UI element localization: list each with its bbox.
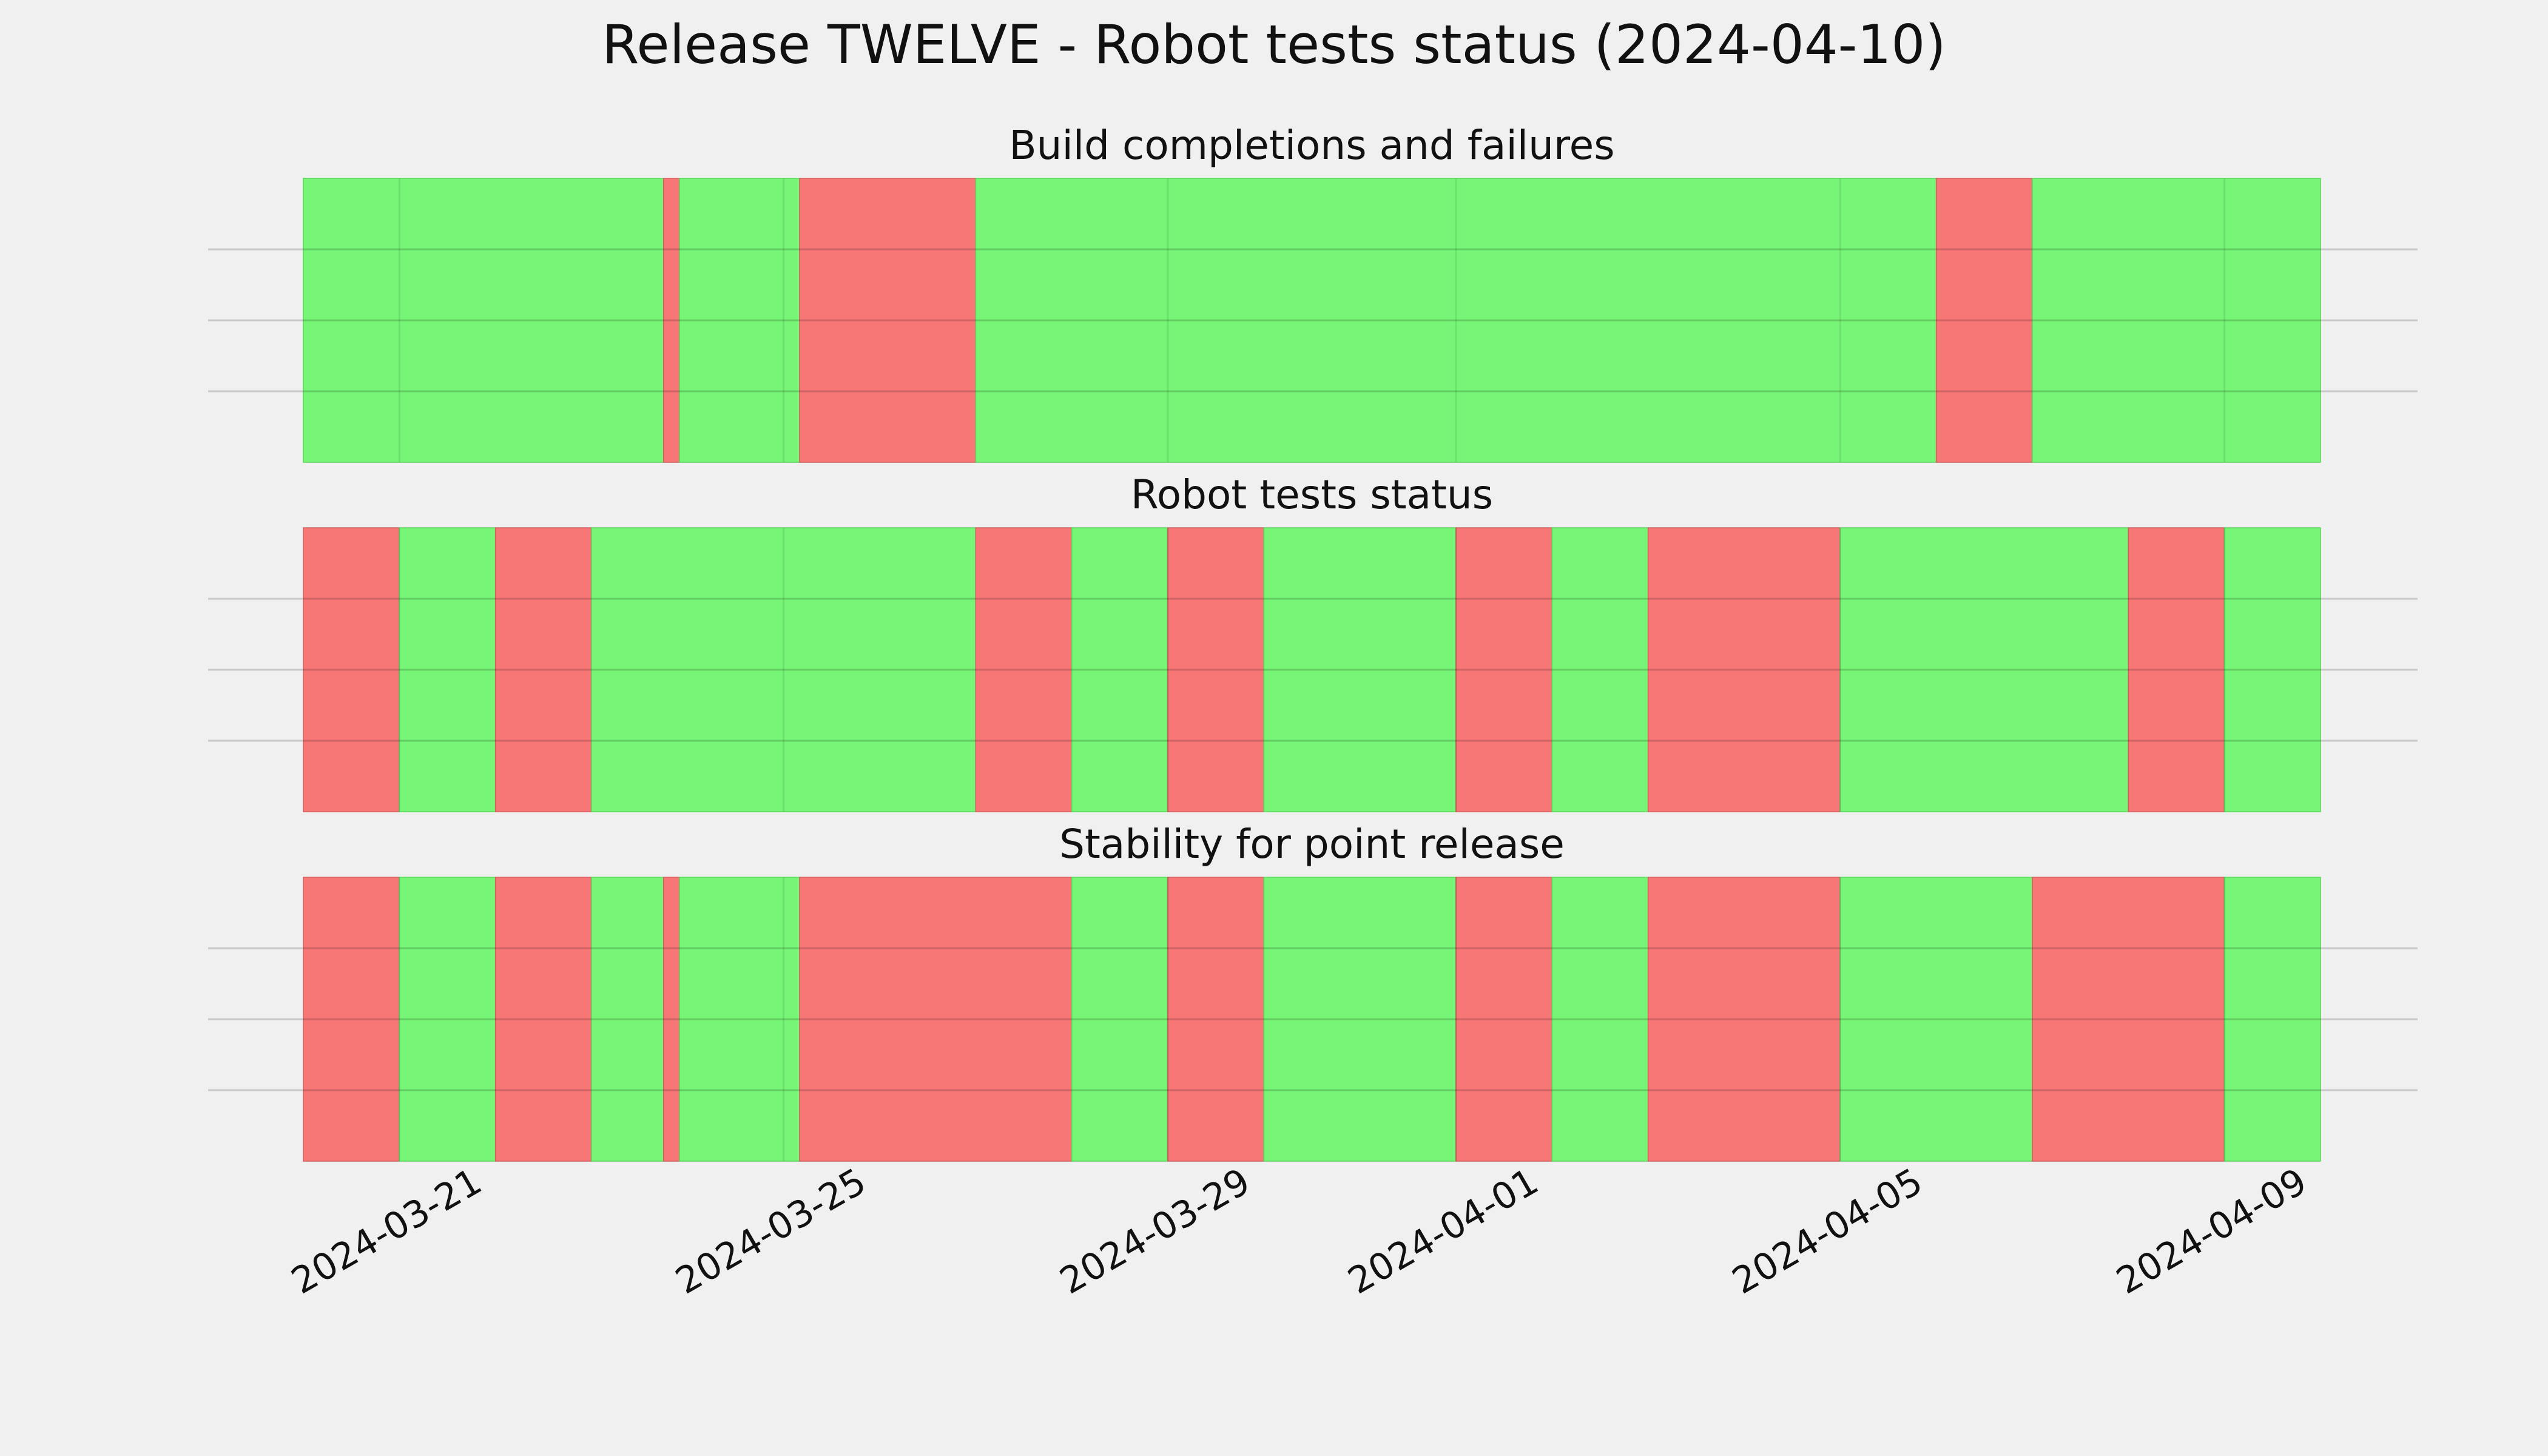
timeline-panel: Build completions and failures <box>208 122 2418 463</box>
panel-title: Robot tests status <box>1131 471 1493 518</box>
pass-segment <box>1263 527 1457 812</box>
fail-segment <box>1167 877 1265 1162</box>
pass-segment <box>591 877 664 1162</box>
pass-segment <box>679 178 800 463</box>
pass-segment <box>1071 877 1168 1162</box>
fail-segment <box>799 178 977 463</box>
pass-segment <box>1839 877 2033 1162</box>
pass-segment <box>1071 527 1168 812</box>
pass-segment <box>2223 527 2321 812</box>
pass-segment <box>1263 877 1457 1162</box>
panels: Build completions and failures Robot test… <box>208 122 2418 1162</box>
panel-title: Stability for point release <box>1059 821 1565 868</box>
panel-title: Build completions and failures <box>1009 122 1614 169</box>
fail-segment <box>303 527 400 812</box>
figure-title: Release TWELVE - Robot tests status (202… <box>602 13 1946 76</box>
fail-segment <box>1935 178 2033 463</box>
fail-segment <box>1455 527 1553 812</box>
x-tick-label: 2024-04-05 <box>1725 1160 1930 1303</box>
x-tick-label: 2024-04-01 <box>1341 1160 1546 1303</box>
x-tick-label: 2024-03-29 <box>1053 1160 1258 1303</box>
pass-segment <box>303 178 664 463</box>
fail-segment <box>1647 877 1841 1162</box>
pass-segment <box>975 178 1937 463</box>
pass-segment <box>2032 178 2321 463</box>
pass-segment <box>1551 877 1649 1162</box>
fail-segment <box>1167 527 1265 812</box>
x-tick-label: 2024-04-09 <box>2109 1160 2314 1303</box>
pass-segment <box>1839 527 2129 812</box>
fail-segment <box>663 877 680 1162</box>
timeline-panel: Robot tests status <box>208 471 2418 812</box>
fail-segment <box>663 178 680 463</box>
x-tick-label: 2024-03-25 <box>669 1160 873 1303</box>
timeline-panel: Stability for point release <box>208 821 2418 1162</box>
fail-segment <box>494 877 592 1162</box>
x-tick-label: 2024-03-21 <box>285 1160 489 1303</box>
x-axis: 2024-03-21 2024-03-25 2024-03-29 2024-04-01… <box>285 1160 2314 1303</box>
fail-segment <box>1455 877 1553 1162</box>
pass-segment <box>2223 877 2321 1162</box>
fail-segment <box>1647 527 1841 812</box>
fail-segment <box>2032 877 2225 1162</box>
pass-segment <box>399 877 496 1162</box>
fail-segment <box>303 877 400 1162</box>
pass-segment <box>679 877 800 1162</box>
pass-segment <box>399 527 496 812</box>
pass-segment <box>1551 527 1649 812</box>
fail-segment <box>494 527 592 812</box>
pass-segment <box>591 527 977 812</box>
